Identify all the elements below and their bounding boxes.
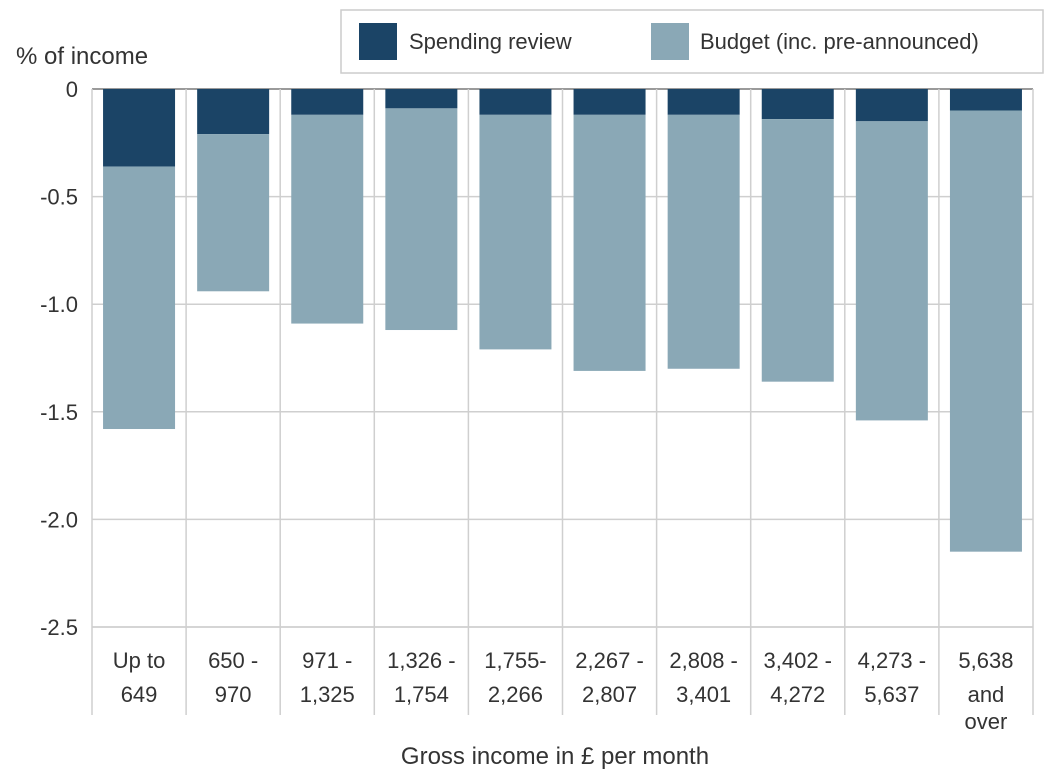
x-category-label: 649 [121,682,158,707]
x-category-label: 971 - [302,648,352,673]
x-category-label: 1,326 - [387,648,456,673]
y-tick-label: 0 [66,77,78,102]
bar-budget [573,114,646,371]
x-category-label: 4,272 [770,682,825,707]
x-category-label: 5,638 [958,648,1013,673]
y-tick-label: -1.0 [40,292,78,317]
bar-spending-review [103,89,176,167]
bar-spending-review [761,89,834,120]
x-category-label: 650 - [208,648,258,673]
x-category-label: 1,755- [484,648,546,673]
bar-spending-review [573,89,646,115]
x-axis-title: Gross income in £ per month [401,743,709,770]
x-category-label: 2,808 - [669,648,738,673]
x-category-label: 2,266 [488,682,543,707]
bar-spending-review [479,89,552,115]
x-category-label: 2,807 [582,682,637,707]
bar-spending-review [855,89,928,122]
y-tick-label: -1.5 [40,400,78,425]
x-category-label: Up to [113,648,166,673]
legend-box [340,9,1044,74]
bar-budget [667,114,740,369]
bar-spending-review [949,89,1022,111]
bar-budget [103,166,176,430]
x-category-label: over [965,709,1008,734]
x-category-label: 2,267 - [575,648,644,673]
legend: Spending review Budget (inc. pre-announc… [340,9,1044,74]
bar-budget [949,110,1022,552]
bar-spending-review [291,89,364,115]
y-tick-label: -2.0 [40,507,78,532]
axes: 0 -0.5 -1.0 -1.5 -2.0 -2.5 Up to 649 650 - 970 971… [40,77,1013,734]
x-category-label: 4,273 - [858,648,927,673]
x-category-label: 3,401 [676,682,731,707]
bar-budget [291,114,364,324]
x-category-label: 3,402 - [764,648,833,673]
bar-spending-review [667,89,740,115]
legend-swatch-spending-review [359,23,397,60]
x-category-label: and [968,682,1005,707]
gridlines [91,88,1034,715]
y-axis-title: % of income [16,43,148,70]
legend-label-spending-review: Spending review [409,29,572,54]
bar-budget [855,121,928,421]
legend-swatch-budget [651,23,689,60]
y-tick-label: -0.5 [40,185,78,210]
bar-budget [385,108,458,331]
bars [103,89,1022,552]
x-category-label: 970 [215,682,252,707]
bar-spending-review [197,89,270,135]
bar-budget [761,119,834,382]
x-category-label: 1,754 [394,682,449,707]
bar-budget [479,114,552,350]
bar-budget [197,134,270,292]
y-tick-label: -2.5 [40,615,78,640]
x-category-label: 1,325 [300,682,355,707]
bar-spending-review [385,89,458,109]
legend-label-budget: Budget (inc. pre-announced) [700,29,979,54]
x-category-label: 5,637 [864,682,919,707]
